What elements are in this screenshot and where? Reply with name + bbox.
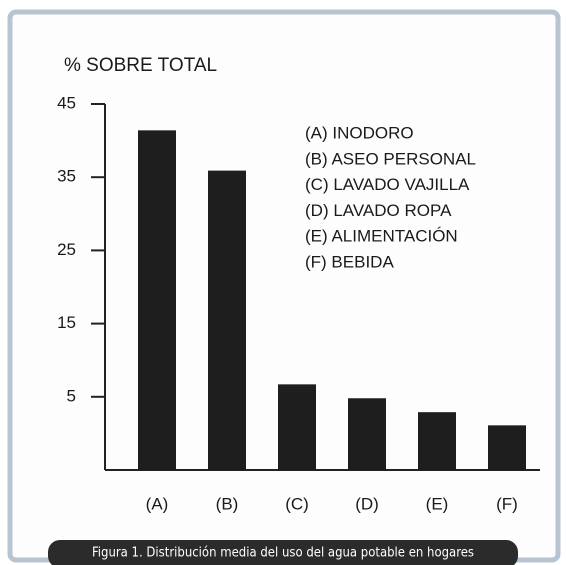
bar [138,130,176,471]
x-tick-label: (E) [426,494,449,513]
x-tick-label: (D) [355,494,379,513]
card [7,9,561,563]
bar [208,170,246,470]
x-tick-label: (B) [216,494,239,513]
caption-box [48,540,518,565]
x-tick-label: (F) [496,494,518,513]
legend-entry: (E) ALIMENTACIÓN [305,227,458,246]
bar [278,384,316,470]
caption: Figura 1. Distribución media del uso del… [92,546,474,561]
y-tick-label: 45 [57,93,76,112]
bar [488,425,526,470]
legend-entry: (B) ASEO PERSONAL [305,149,476,168]
y-tick-label: 25 [57,240,76,259]
bar [418,412,456,470]
legend-entry: (A) INODORO [305,123,414,142]
legend-entry: (D) LAVADO ROPA [305,201,452,220]
y-tick-label: 5 [67,386,76,405]
x-tick-label: (A) [146,494,169,513]
bar [348,398,386,470]
legend-entry: (C) LAVADO VAJILLA [305,175,470,194]
y-tick-label: 35 [57,167,76,186]
y-axis-label: % SOBRE TOTAL [64,55,217,76]
legend-entry: (F) BEBIDA [305,252,394,271]
x-tick-label: (C) [285,494,309,513]
y-tick-label: 15 [57,313,76,332]
